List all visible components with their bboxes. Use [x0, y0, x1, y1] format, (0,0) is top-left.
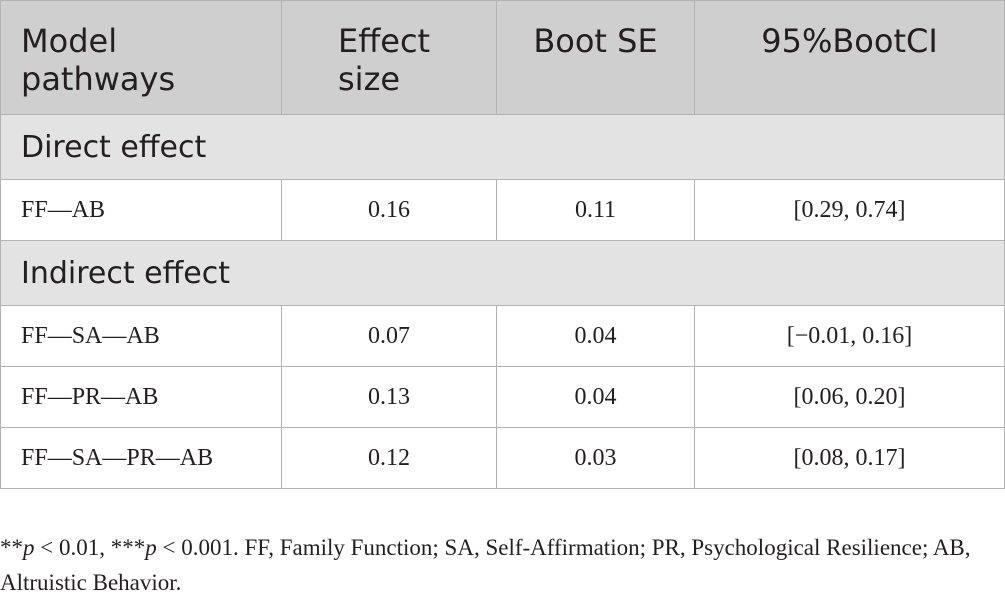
- cell-boot-se: 0.03: [496, 427, 695, 489]
- table-row: FF—SA—PR—AB 0.12 0.03 [0.08, 0.17]: [0, 427, 1005, 489]
- cell-effect-size: 0.12: [281, 427, 497, 489]
- cell-effect-size: 0.16: [281, 179, 497, 241]
- table-footnote: **p < 0.01, ***p < 0.001. FF, Family Fun…: [0, 530, 1000, 600]
- footnote-p-2: p: [145, 535, 157, 560]
- header-effect-size: Effect size: [281, 0, 497, 115]
- cell-boot-se: 0.04: [496, 305, 695, 367]
- table-row: FF—PR—AB 0.13 0.04 [0.06, 0.20]: [0, 366, 1005, 428]
- section-title: Indirect effect: [0, 240, 1005, 306]
- cell-pathway: FF—SA—AB: [0, 305, 282, 367]
- header-95-boot-ci: 95%BootCI: [694, 0, 1005, 115]
- section-row-direct: Direct effect: [0, 114, 1005, 180]
- cell-boot-ci: [−0.01, 0.16]: [694, 305, 1005, 367]
- cell-effect-size: 0.07: [281, 305, 497, 367]
- cell-pathway: FF—SA—PR—AB: [0, 427, 282, 489]
- cell-pathway: FF—PR—AB: [0, 366, 282, 428]
- section-row-indirect: Indirect effect: [0, 240, 1005, 306]
- footnote-text-2: < 0.001. FF, Family Function; SA, Self-A…: [0, 535, 971, 595]
- header-boot-se: Boot SE: [496, 0, 695, 115]
- cell-boot-ci: [0.29, 0.74]: [694, 179, 1005, 241]
- footnote-text-1: < 0.01,: [34, 535, 111, 560]
- footnote-stars-2: ***: [110, 535, 146, 560]
- cell-pathway: FF—AB: [0, 179, 282, 241]
- header-row: Model pathways Effect size Boot SE 95%Bo…: [0, 0, 1005, 115]
- results-table: Model pathways Effect size Boot SE 95%Bo…: [0, 0, 1005, 489]
- table-row: FF—SA—AB 0.07 0.04 [−0.01, 0.16]: [0, 305, 1005, 367]
- cell-boot-se: 0.04: [496, 366, 695, 428]
- cell-boot-se: 0.11: [496, 179, 695, 241]
- footnote-stars-1: **: [0, 535, 23, 560]
- cell-boot-ci: [0.08, 0.17]: [694, 427, 1005, 489]
- cell-effect-size: 0.13: [281, 366, 497, 428]
- cell-boot-ci: [0.06, 0.20]: [694, 366, 1005, 428]
- table-row: FF—AB 0.16 0.11 [0.29, 0.74]: [0, 179, 1005, 241]
- section-title: Direct effect: [0, 114, 1005, 180]
- footnote-p-1: p: [23, 535, 35, 560]
- header-model-pathways: Model pathways: [0, 0, 282, 115]
